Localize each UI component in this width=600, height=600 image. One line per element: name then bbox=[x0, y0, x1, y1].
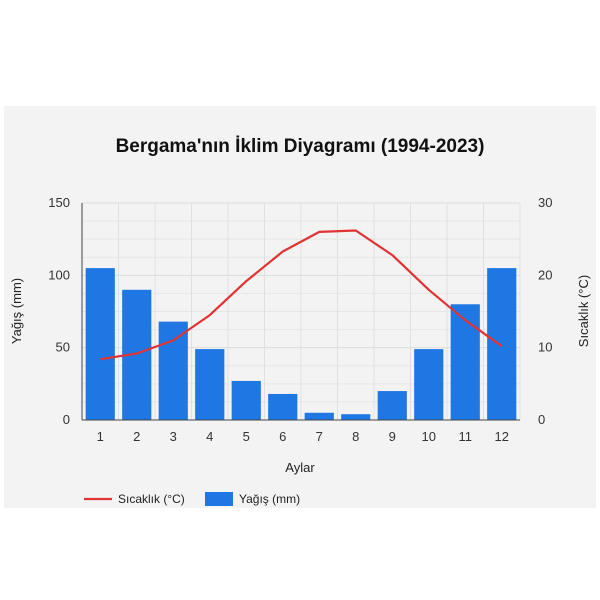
rainfall-bar bbox=[231, 380, 261, 420]
y-left-tick-label: 50 bbox=[56, 340, 70, 355]
y-right-tick-label: 20 bbox=[538, 267, 552, 282]
x-tick-label: 11 bbox=[459, 429, 473, 444]
y-left-axis-label: Yağış (mm) bbox=[9, 278, 24, 344]
x-tick-label: 12 bbox=[495, 429, 509, 444]
rainfall-bar bbox=[85, 268, 115, 420]
x-tick-label: 1 bbox=[97, 429, 104, 444]
rainfall-bar bbox=[341, 414, 371, 420]
y-right-axis-label: Sıcaklık (°C) bbox=[576, 275, 591, 347]
temperature-polyline bbox=[100, 229, 503, 361]
x-tick-label: 8 bbox=[352, 429, 359, 444]
legend-rainfall-label: Yağış (mm) bbox=[239, 492, 300, 506]
y-left-tick-label: 100 bbox=[48, 267, 70, 282]
x-tick-label: 5 bbox=[243, 429, 250, 444]
grid bbox=[81, 202, 521, 421]
x-tick-label: 3 bbox=[170, 429, 177, 444]
x-tick-label: 4 bbox=[206, 429, 213, 444]
x-tick-label: 2 bbox=[133, 429, 140, 444]
y-left-tick-label: 0 bbox=[63, 412, 70, 427]
x-tick-label: 10 bbox=[422, 429, 436, 444]
bars bbox=[85, 268, 517, 420]
axes bbox=[81, 203, 520, 421]
x-tick-label: 7 bbox=[316, 429, 323, 444]
y-left-tick-label: 150 bbox=[48, 195, 70, 210]
temperature-line bbox=[100, 229, 503, 361]
rainfall-bar bbox=[268, 393, 298, 420]
legend-rainfall-swatch bbox=[205, 492, 233, 506]
rainfall-bar bbox=[450, 304, 480, 420]
rainfall-bar bbox=[304, 412, 334, 420]
rainfall-bar bbox=[195, 349, 225, 420]
x-tick-label: 9 bbox=[389, 429, 396, 444]
legend: Sıcaklık (°C) Yağış (mm) bbox=[84, 492, 300, 506]
y-right-tick-label: 0 bbox=[538, 412, 545, 427]
x-tick-label: 6 bbox=[279, 429, 286, 444]
chart-title: Bergama'nın İklim Diyagramı (1994-2023) bbox=[116, 136, 485, 157]
y-right-tick-label: 10 bbox=[538, 340, 552, 355]
rainfall-bar bbox=[158, 321, 188, 420]
rainfall-bar bbox=[377, 391, 407, 420]
x-axis-label: Aylar bbox=[285, 460, 315, 475]
legend-temperature-label: Sıcaklık (°C) bbox=[118, 492, 185, 506]
rainfall-bar bbox=[414, 349, 444, 420]
rainfall-bar bbox=[487, 268, 517, 420]
y-right-tick-label: 30 bbox=[538, 195, 552, 210]
